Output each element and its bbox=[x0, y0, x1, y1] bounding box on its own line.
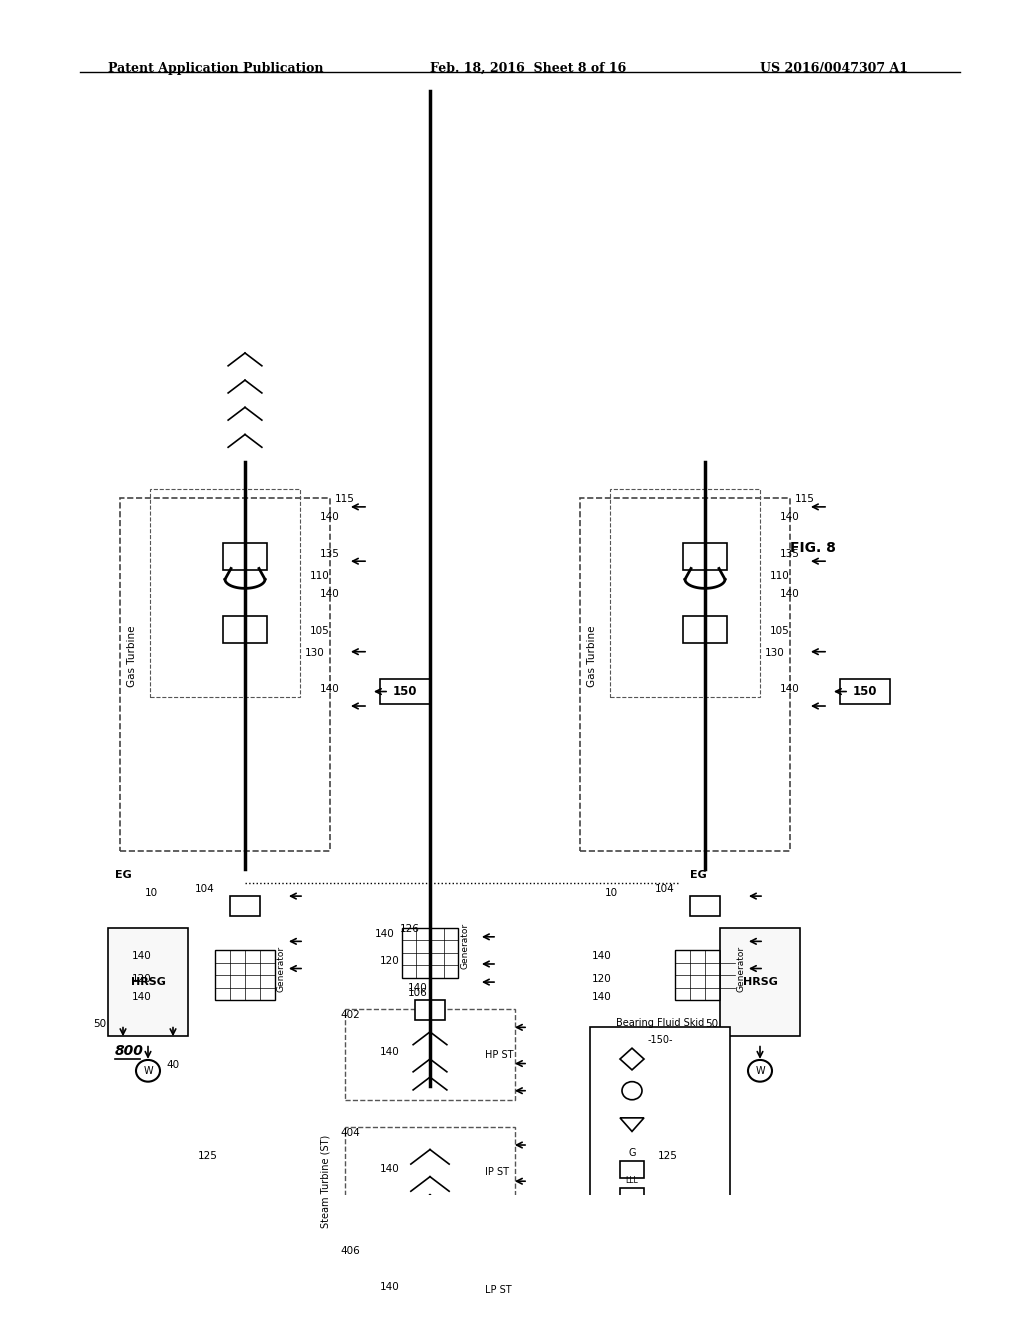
Text: US 2016/0047307 A1: US 2016/0047307 A1 bbox=[760, 62, 908, 74]
Text: 150: 150 bbox=[393, 685, 417, 698]
Text: 105: 105 bbox=[310, 626, 330, 636]
Text: 140: 140 bbox=[319, 685, 340, 694]
Text: 115: 115 bbox=[795, 495, 815, 504]
Bar bbox=[590, 1027, 730, 1208]
Text: G: G bbox=[629, 1148, 636, 1158]
Text: 126: 126 bbox=[400, 924, 420, 935]
Text: 10: 10 bbox=[605, 888, 618, 898]
Bar bbox=[690, 896, 720, 916]
Bar bbox=[683, 543, 727, 570]
Text: Bearing Fluid Skid: Bearing Fluid Skid bbox=[615, 1018, 705, 1028]
Text: 406: 406 bbox=[340, 1246, 359, 1255]
Bar bbox=[610, 488, 760, 697]
Bar bbox=[620, 1162, 644, 1177]
Bar bbox=[402, 928, 458, 978]
Text: 130: 130 bbox=[765, 648, 784, 659]
Bar bbox=[223, 615, 267, 643]
Text: 140: 140 bbox=[380, 1282, 399, 1292]
Text: Steam Turbine (ST): Steam Turbine (ST) bbox=[319, 1135, 330, 1228]
Text: 106: 106 bbox=[408, 987, 428, 998]
Text: HRSG: HRSG bbox=[131, 977, 166, 987]
Text: 140: 140 bbox=[408, 983, 428, 993]
Bar bbox=[345, 1127, 515, 1217]
Text: 10: 10 bbox=[145, 888, 158, 898]
Bar bbox=[108, 928, 188, 1036]
Bar bbox=[675, 950, 735, 1001]
Text: Gas Turbine: Gas Turbine bbox=[127, 626, 137, 686]
Bar bbox=[620, 1188, 644, 1205]
Text: 110: 110 bbox=[770, 572, 790, 581]
Text: 140: 140 bbox=[592, 952, 611, 961]
Text: 140: 140 bbox=[780, 590, 800, 599]
Text: 120: 120 bbox=[380, 956, 399, 966]
Text: HRSG: HRSG bbox=[742, 977, 777, 987]
Text: 105: 105 bbox=[770, 626, 790, 636]
Text: 140: 140 bbox=[319, 512, 340, 523]
Bar bbox=[345, 1010, 515, 1100]
Text: 50: 50 bbox=[93, 1019, 106, 1030]
Bar bbox=[840, 678, 890, 704]
Text: -150-: -150- bbox=[647, 1035, 673, 1044]
Text: 140: 140 bbox=[780, 512, 800, 523]
Text: 140: 140 bbox=[375, 929, 394, 939]
Bar bbox=[120, 498, 330, 851]
Text: HP ST: HP ST bbox=[485, 1049, 513, 1060]
Text: EG: EG bbox=[690, 870, 707, 880]
Text: 140: 140 bbox=[132, 993, 152, 1002]
Text: 120: 120 bbox=[592, 974, 611, 985]
Bar bbox=[230, 896, 260, 916]
Bar bbox=[415, 1001, 445, 1020]
Text: 130: 130 bbox=[305, 648, 325, 659]
Text: 120: 120 bbox=[132, 974, 152, 985]
Text: Patent Application Publication: Patent Application Publication bbox=[108, 62, 324, 74]
Bar bbox=[683, 615, 727, 643]
Text: 404: 404 bbox=[340, 1129, 359, 1138]
Text: Generator: Generator bbox=[460, 923, 469, 969]
Bar bbox=[720, 928, 800, 1036]
Bar bbox=[215, 950, 275, 1001]
Text: 150: 150 bbox=[853, 685, 878, 698]
Bar bbox=[380, 678, 430, 704]
Text: Generator: Generator bbox=[737, 945, 746, 991]
Text: 125: 125 bbox=[658, 1151, 678, 1160]
Text: 800: 800 bbox=[115, 1044, 144, 1057]
Text: 140: 140 bbox=[592, 993, 611, 1002]
Text: FIG. 8: FIG. 8 bbox=[790, 541, 836, 556]
Text: 135: 135 bbox=[780, 549, 800, 558]
Text: 40: 40 bbox=[166, 1060, 179, 1071]
Text: Generator: Generator bbox=[278, 945, 286, 991]
Bar bbox=[150, 488, 300, 697]
Text: LLL: LLL bbox=[626, 1176, 638, 1185]
Text: LP ST: LP ST bbox=[485, 1284, 512, 1295]
Text: Gas Turbine: Gas Turbine bbox=[587, 626, 597, 686]
Text: 140: 140 bbox=[380, 1164, 399, 1175]
Text: IP ST: IP ST bbox=[485, 1167, 509, 1177]
Text: Feb. 18, 2016  Sheet 8 of 16: Feb. 18, 2016 Sheet 8 of 16 bbox=[430, 62, 627, 74]
Text: 140: 140 bbox=[380, 1047, 399, 1056]
Text: EG: EG bbox=[115, 870, 132, 880]
Bar bbox=[580, 498, 790, 851]
Text: 115: 115 bbox=[335, 495, 355, 504]
Text: 125: 125 bbox=[198, 1151, 218, 1160]
Text: 104: 104 bbox=[195, 883, 215, 894]
Text: 140: 140 bbox=[319, 590, 340, 599]
Bar bbox=[345, 1245, 515, 1320]
Text: 140: 140 bbox=[132, 952, 152, 961]
Text: W: W bbox=[755, 1065, 765, 1076]
Text: W: W bbox=[143, 1065, 153, 1076]
Bar bbox=[223, 543, 267, 570]
Text: 50: 50 bbox=[705, 1019, 718, 1030]
Text: 402: 402 bbox=[340, 1010, 359, 1020]
Text: 135: 135 bbox=[319, 549, 340, 558]
Text: 104: 104 bbox=[655, 883, 675, 894]
Text: 110: 110 bbox=[310, 572, 330, 581]
Text: 140: 140 bbox=[780, 685, 800, 694]
